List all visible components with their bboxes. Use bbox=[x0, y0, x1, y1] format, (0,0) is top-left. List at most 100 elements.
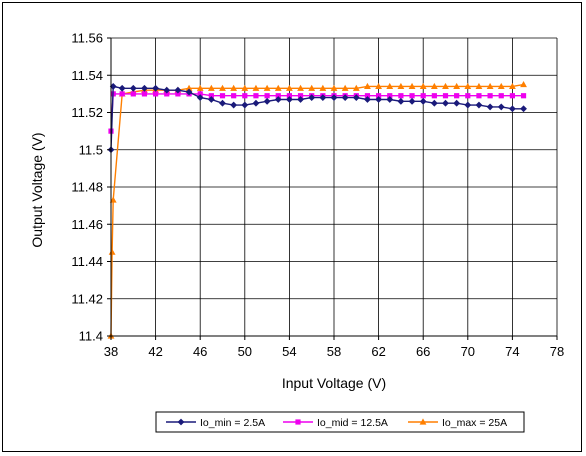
series-3 bbox=[107, 80, 527, 339]
data-point bbox=[286, 96, 293, 103]
data-point bbox=[475, 101, 483, 109]
data-point bbox=[509, 105, 516, 113]
data-point bbox=[419, 82, 427, 90]
data-point bbox=[185, 88, 193, 96]
data-point bbox=[219, 84, 226, 91]
data-point bbox=[398, 93, 404, 99]
data-point bbox=[319, 94, 327, 101]
data-point bbox=[386, 96, 394, 103]
y-tick-label: 11.42 bbox=[71, 291, 103, 306]
data-point bbox=[487, 93, 493, 99]
data-point bbox=[118, 84, 126, 92]
y-tick-label: 11.54 bbox=[71, 68, 103, 83]
data-point bbox=[241, 101, 249, 109]
legend-swatch-marker bbox=[419, 418, 427, 425]
data-point bbox=[319, 84, 327, 91]
data-point bbox=[464, 82, 472, 90]
y-axis-title: Output Voltage (V) bbox=[29, 132, 45, 247]
data-point bbox=[174, 86, 182, 94]
x-tick-label: 46 bbox=[193, 344, 207, 359]
data-point bbox=[409, 93, 415, 99]
legend-entry: Io_max = 25A bbox=[408, 417, 507, 429]
data-point bbox=[141, 84, 148, 92]
data-point bbox=[497, 82, 505, 90]
data-point bbox=[130, 91, 136, 97]
data-point bbox=[263, 97, 271, 105]
data-point bbox=[376, 93, 382, 99]
data-point bbox=[264, 93, 270, 99]
x-tick-label: 42 bbox=[148, 344, 162, 359]
data-point bbox=[241, 84, 249, 91]
x-tick-label: 58 bbox=[327, 344, 341, 359]
data-point bbox=[196, 94, 204, 101]
data-point bbox=[330, 94, 338, 101]
data-point bbox=[397, 82, 405, 90]
series-line bbox=[110, 83, 524, 337]
data-point bbox=[153, 91, 159, 97]
data-point bbox=[498, 93, 504, 99]
legend-entry: Io_mid = 12.5A bbox=[283, 417, 388, 429]
data-point bbox=[274, 84, 282, 91]
data-point bbox=[119, 91, 125, 97]
data-point bbox=[453, 99, 461, 107]
data-point bbox=[152, 84, 159, 92]
data-point bbox=[253, 93, 259, 99]
legend-label: Io_mid = 12.5A bbox=[317, 417, 388, 429]
data-point bbox=[486, 82, 494, 90]
data-point bbox=[352, 84, 360, 91]
data-point bbox=[219, 93, 226, 99]
data-point bbox=[219, 99, 226, 107]
data-point bbox=[196, 84, 204, 91]
x-tick-label: 66 bbox=[416, 344, 430, 359]
data-point bbox=[465, 93, 471, 99]
data-point bbox=[464, 101, 472, 109]
data-point bbox=[207, 84, 215, 91]
data-point bbox=[375, 82, 382, 90]
series-layer bbox=[107, 80, 527, 339]
y-tick-label: 11.56 bbox=[71, 31, 103, 46]
data-point bbox=[185, 84, 193, 91]
data-point bbox=[175, 91, 181, 97]
data-point bbox=[231, 93, 237, 99]
data-point bbox=[129, 84, 137, 92]
data-point bbox=[242, 93, 248, 99]
legend-label: Io_max = 25A bbox=[442, 417, 507, 429]
data-point bbox=[387, 93, 393, 99]
data-point bbox=[420, 93, 426, 99]
data-point bbox=[164, 91, 170, 97]
data-point bbox=[430, 82, 438, 90]
data-point bbox=[520, 105, 527, 113]
x-tick-label: 70 bbox=[461, 344, 475, 359]
data-point bbox=[475, 82, 483, 90]
legend: Io_min = 2.5A Io_mid = 12.5A Io_max = 25A bbox=[155, 411, 525, 433]
y-tick-label: 11.46 bbox=[71, 217, 103, 232]
data-point bbox=[497, 103, 505, 111]
data-point bbox=[109, 196, 117, 203]
data-point bbox=[509, 93, 515, 99]
data-point bbox=[230, 101, 238, 109]
legend-entry: Io_min = 2.5A bbox=[166, 417, 265, 429]
data-point bbox=[397, 97, 405, 105]
tick-labels: 38 42 46 50 54 58 62 66 70 74 78 11.4 11.42 11.44 11.4… bbox=[71, 31, 564, 360]
data-point bbox=[408, 82, 416, 90]
x-tick-label: 62 bbox=[371, 344, 385, 359]
data-point bbox=[297, 96, 304, 103]
y-tick-label: 11.48 bbox=[71, 180, 103, 195]
legend-swatch-marker bbox=[295, 419, 301, 425]
data-point bbox=[476, 93, 482, 99]
y-tick-label: 11.5 bbox=[79, 142, 103, 157]
data-point bbox=[108, 248, 116, 255]
data-point bbox=[252, 84, 260, 91]
y-tick-label: 11.4 bbox=[79, 329, 103, 344]
data-point bbox=[274, 96, 282, 103]
data-point bbox=[141, 91, 148, 97]
y-tick-label: 11.44 bbox=[71, 254, 103, 269]
data-point bbox=[252, 99, 260, 107]
data-point bbox=[419, 97, 427, 105]
data-point bbox=[509, 82, 516, 90]
data-point bbox=[207, 96, 215, 103]
data-point bbox=[308, 94, 316, 101]
series-1 bbox=[107, 83, 527, 154]
x-tick-label: 38 bbox=[104, 344, 118, 359]
